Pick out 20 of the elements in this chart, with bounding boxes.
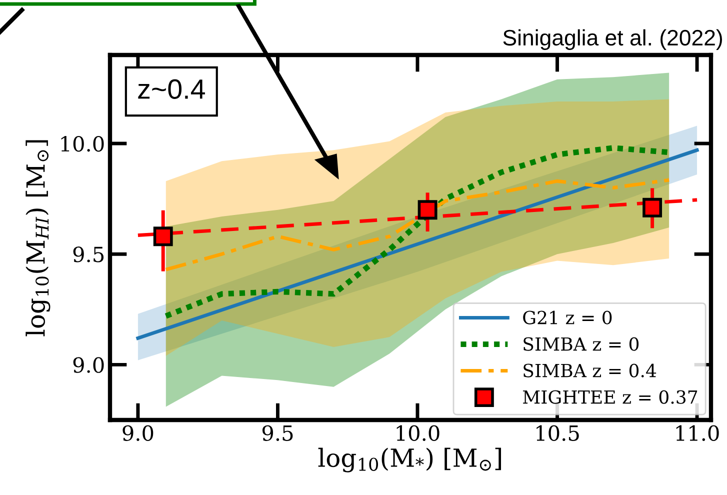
x-tick-label: 9.5	[262, 425, 293, 441]
y-tick-label: 10.0	[61, 136, 104, 152]
legend-label: G21 z = 0	[523, 310, 612, 324]
point	[153, 226, 173, 246]
legend-label: SIMBA z = 0	[524, 337, 639, 351]
y-axis-title: log$_{10}$(M$_{HI}$) [M$_{⊙}$]	[26, 140, 50, 336]
legend-label: SIMBA z = 0.4	[524, 364, 656, 378]
x-tick-label: 11.0	[676, 425, 719, 441]
point	[642, 198, 662, 218]
y-tick-label: 9.5	[73, 246, 104, 262]
x-axis-title: log$_{10}$(M$_{*}$) [M$_{⊙}$]	[318, 448, 501, 472]
y-tick-label: 9.0	[73, 357, 104, 373]
x-tick-label: 9.0	[122, 425, 154, 441]
text: Sinigaglia et al. (2022)	[503, 29, 722, 50]
annotation: z~0.4	[138, 79, 205, 99]
line-series	[164, 178, 671, 272]
point	[418, 200, 438, 220]
legend-label: MIGHTEE z = 0.37	[523, 390, 698, 404]
x-tick-label: 10.0	[396, 425, 440, 441]
x-tick-label: 10.5	[536, 425, 579, 441]
